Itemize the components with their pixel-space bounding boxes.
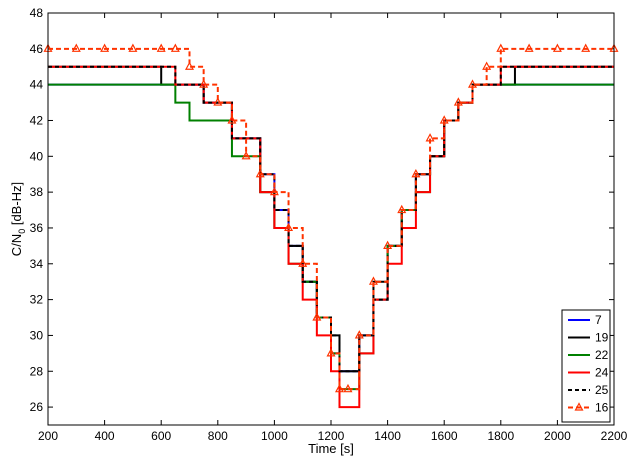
y-tick-labels: 26 28 30 32 34 36 38 40 42 44 46 48	[30, 6, 44, 414]
series-point-16	[368, 276, 378, 285]
legend-label-16: 16	[595, 401, 609, 415]
y-tick-label: 46	[30, 42, 44, 56]
series-point-16	[524, 43, 534, 52]
series-point-16	[439, 115, 449, 124]
series-point-16	[213, 97, 223, 106]
y-tick-label: 26	[30, 400, 44, 414]
x-tick-label: 800	[208, 429, 228, 443]
x-axis-label: Time [s]	[308, 441, 354, 456]
x-tick-label: 1000	[261, 429, 288, 443]
y-tick-label: 40	[30, 149, 44, 163]
series-point-16	[453, 97, 463, 106]
series-point-16	[184, 61, 195, 70]
x-tick-label: 2200	[601, 429, 628, 443]
legend-marker-16	[574, 402, 584, 411]
x-tick-labels: 200 400 600 800 1000 1200 1400 1600 1800 2000 2200	[38, 429, 628, 443]
series-point-16	[467, 79, 478, 88]
series-point-16	[298, 258, 308, 267]
series-point-16	[156, 43, 166, 52]
series-point-16	[170, 43, 180, 52]
series-point-16	[269, 186, 279, 196]
series-point-16	[199, 79, 209, 88]
series-point-16	[326, 348, 336, 357]
series-point-16	[383, 240, 393, 249]
series-layer	[43, 43, 619, 409]
series-point-16	[241, 151, 251, 160]
x-tick-label: 1800	[487, 429, 514, 443]
x-tick-label: 600	[151, 429, 171, 443]
series-point-16	[482, 61, 492, 70]
y-tick-label: 34	[30, 257, 44, 271]
legend-label-25: 25	[595, 383, 609, 397]
series-point-16	[354, 330, 364, 339]
series-line-16	[48, 47, 614, 391]
series-point-16	[312, 312, 322, 321]
series-point-16	[411, 168, 421, 178]
x-tick-label: 2000	[544, 429, 571, 443]
y-tick-label: 38	[30, 185, 44, 199]
y-axis-label: C/N0 [dB-Hz]	[9, 182, 27, 256]
series-25	[48, 65, 614, 373]
y-tick-label: 44	[30, 78, 44, 92]
legend-label-24: 24	[595, 366, 609, 380]
x-tick-label: 1600	[431, 429, 458, 443]
y-tick-label: 42	[30, 113, 44, 127]
y-tick-label: 48	[30, 6, 44, 20]
series-line-25	[48, 65, 614, 373]
y-axis-label-sub: 0	[17, 229, 27, 234]
x-tick-label: 1400	[374, 429, 401, 443]
legend-label-19: 19	[595, 331, 609, 345]
series-point-16	[334, 383, 344, 393]
y-tick-label: 36	[30, 221, 44, 235]
legend-label-7: 7	[595, 313, 602, 327]
x-tick-label: 1200	[318, 429, 345, 443]
series-point-16	[128, 43, 138, 52]
y-tick-label: 28	[30, 364, 44, 378]
legend-label-22: 22	[595, 348, 609, 362]
series-point-16	[397, 204, 407, 214]
series-point-16	[284, 222, 294, 232]
series-point-16	[255, 168, 265, 178]
legend: 7 19 22 24 25 16	[561, 309, 611, 423]
series-point-16	[71, 43, 81, 52]
series-16	[43, 43, 619, 393]
series-point-16	[425, 133, 435, 142]
plot-frame	[47, 12, 615, 426]
series-point-16	[581, 43, 591, 52]
y-tick-label: 32	[30, 293, 44, 307]
x-tick-label: 400	[95, 429, 115, 443]
series-point-16	[227, 115, 237, 124]
x-tick-label: 200	[38, 429, 58, 443]
series-point-16	[100, 43, 110, 52]
series-point-16	[552, 43, 562, 52]
legend-box	[561, 309, 611, 423]
y-tick-label: 30	[30, 328, 44, 342]
y-axis-label-main: C/N	[9, 234, 24, 256]
y-axis-label-unit: [dB-Hz]	[9, 182, 24, 229]
series-point-16	[496, 43, 506, 52]
series-point-16	[343, 383, 353, 393]
